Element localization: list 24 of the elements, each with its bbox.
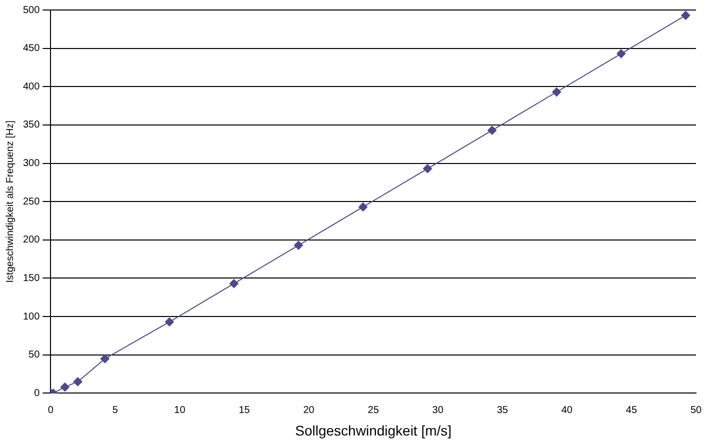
- y-tick-label: 350: [22, 120, 40, 131]
- x-tick-label: 25: [368, 404, 380, 416]
- x-tick-label: 30: [432, 404, 444, 416]
- x-tick-label: 0: [48, 404, 54, 416]
- y-axis-title: Istgeschwindigkeit als Frequenz [Hz]: [4, 120, 16, 283]
- y-tick-label: 450: [22, 43, 40, 54]
- x-tick-label: 10: [174, 404, 186, 416]
- y-tick-label: 500: [22, 4, 40, 16]
- y-tick-label: 200: [22, 234, 40, 246]
- y-tick-label: 300: [22, 158, 40, 170]
- y-tick-label: 0: [34, 388, 40, 399]
- x-axis-title: Sollgeschwindigkeit [m/s]: [295, 422, 452, 438]
- x-tick-label: 40: [561, 404, 573, 416]
- x-tick-label: 15: [238, 404, 250, 416]
- y-tick-label: 50: [28, 350, 40, 361]
- y-tick-label: 150: [22, 272, 40, 284]
- y-tick-label: 100: [22, 311, 40, 322]
- x-tick-label: 5: [112, 404, 118, 416]
- y-tick-label: 400: [22, 81, 40, 92]
- x-tick-label: 35: [496, 404, 508, 416]
- y-tick-label: 250: [22, 196, 40, 208]
- x-tick-label: 45: [626, 404, 638, 416]
- x-tick-label: 50: [690, 404, 702, 416]
- x-tick-label: 20: [303, 404, 315, 416]
